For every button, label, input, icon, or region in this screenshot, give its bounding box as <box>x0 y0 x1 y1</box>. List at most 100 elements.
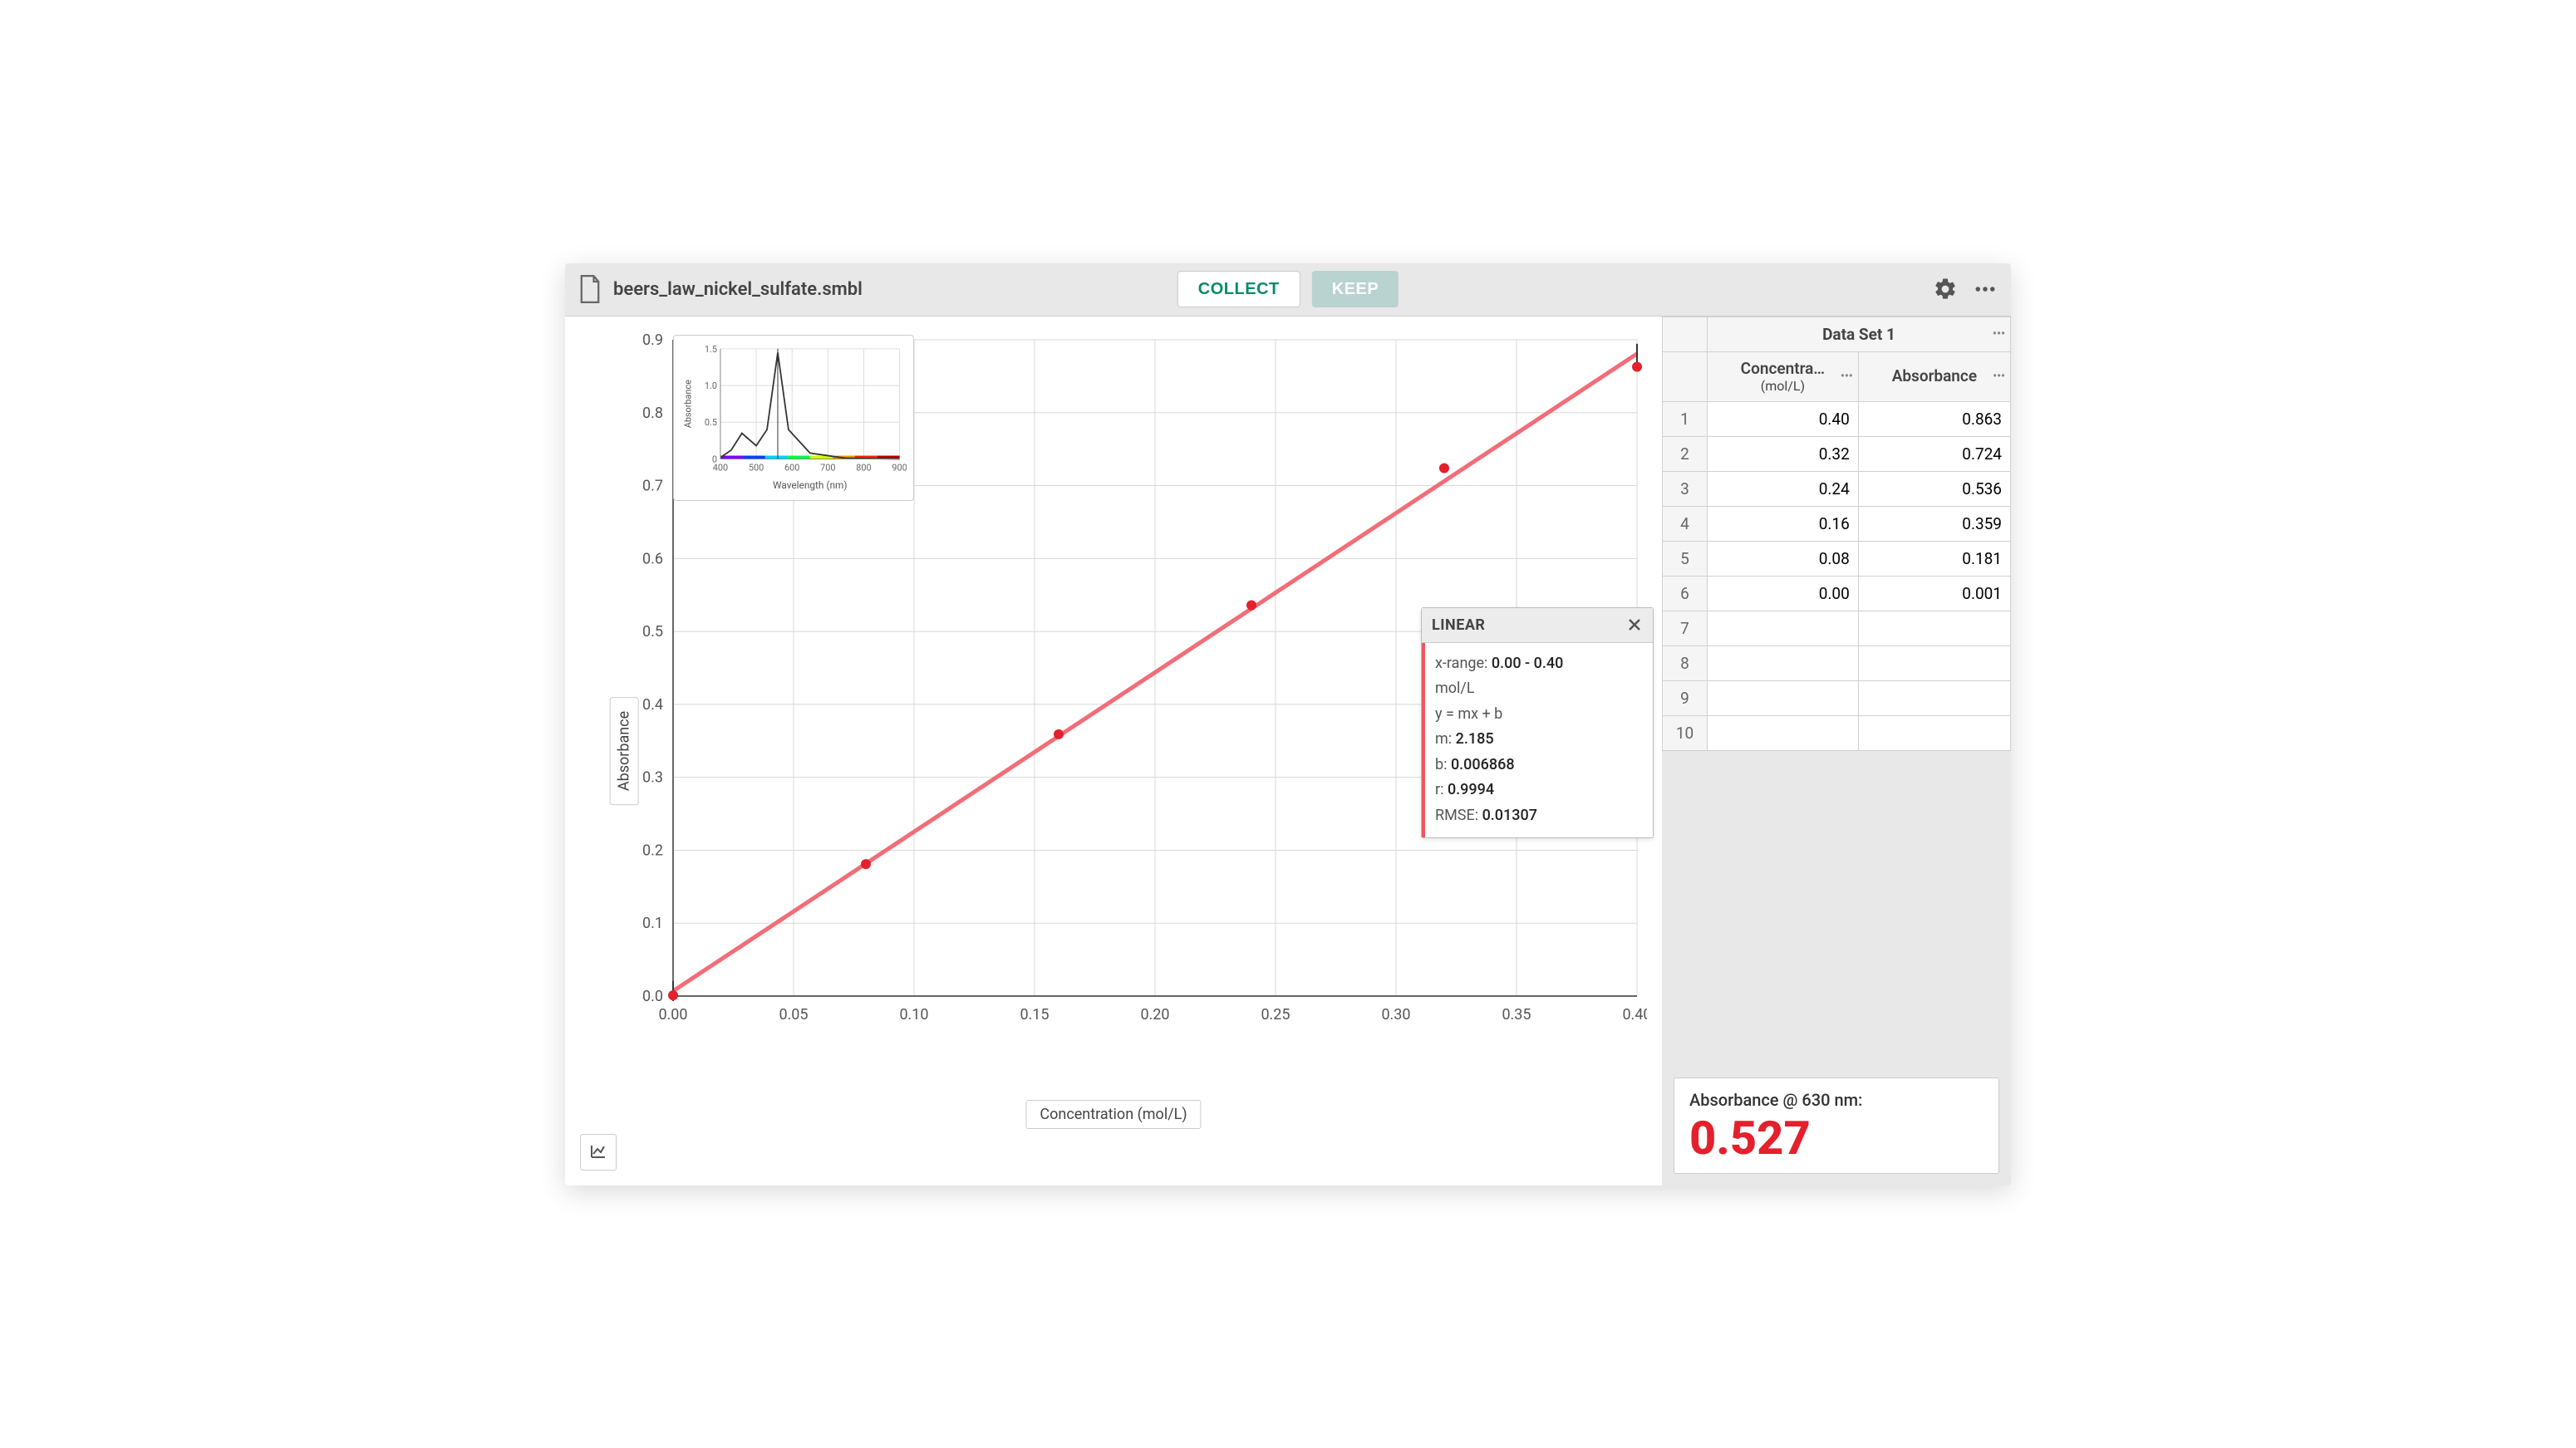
cell-concentration[interactable] <box>1708 681 1859 716</box>
fit-m-value: 2.185 <box>1456 730 1494 748</box>
more-menu-icon[interactable] <box>1973 277 1998 302</box>
svg-text:0.05: 0.05 <box>779 1006 808 1023</box>
meter-label: Absorbance @ 630 nm: <box>1689 1090 1984 1110</box>
dataset-title: Data Set 1 <box>1822 325 1895 344</box>
col2-menu-icon[interactable]: ••• <box>1993 370 2005 383</box>
cell-concentration[interactable] <box>1708 611 1859 646</box>
row-number: 2 <box>1663 437 1708 472</box>
cell-concentration[interactable] <box>1708 646 1859 681</box>
fit-rmse-label: RMSE: <box>1435 807 1478 824</box>
center-buttons: COLLECT KEEP <box>1177 271 1399 307</box>
graph-body: 0.00.10.20.30.40.50.60.70.80.90.000.050.… <box>565 317 1662 1185</box>
file-icon[interactable] <box>578 275 602 303</box>
app-window: beers_law_nickel_sulfate.smbl COLLECT KE… <box>565 263 2011 1185</box>
row-number: 1 <box>1663 402 1708 437</box>
svg-text:0.4: 0.4 <box>642 695 663 713</box>
svg-text:700: 700 <box>820 462 835 473</box>
fit-r-label: r: <box>1435 781 1443 798</box>
fit-body: x-range: 0.00 - 0.40 mol/L y = mx + b m:… <box>1422 643 1653 837</box>
titlebar: beers_law_nickel_sulfate.smbl COLLECT KE… <box>565 263 2011 317</box>
svg-text:600: 600 <box>784 462 799 473</box>
data-table-wrap: Data Set 1 ••• Concentra… (mol/L) <box>1662 317 2011 752</box>
svg-text:0.20: 0.20 <box>1140 1006 1169 1023</box>
header-right-icons <box>1933 277 1998 302</box>
fit-m-label: m: <box>1435 730 1452 748</box>
col1-header-unit: (mol/L) <box>1761 378 1805 394</box>
filename: beers_law_nickel_sulfate.smbl <box>613 279 863 300</box>
meter-value: 0.527 <box>1689 1113 1984 1165</box>
col1-header[interactable]: Concentra… (mol/L) ••• <box>1708 351 1859 402</box>
col2-header[interactable]: Absorbance ••• <box>1858 351 2010 402</box>
cell-absorbance[interactable]: 0.181 <box>1858 542 2010 577</box>
inset-spectrum-panel[interactable]: 00.51.01.5400500600700800900Wavelength (… <box>673 335 914 501</box>
y-axis-label[interactable]: Absorbance <box>610 696 639 804</box>
svg-text:800: 800 <box>856 462 871 473</box>
cell-absorbance[interactable]: 0.359 <box>1858 507 2010 542</box>
svg-text:Wavelength (nm): Wavelength (nm) <box>773 479 848 491</box>
graph-options-button[interactable] <box>580 1134 617 1171</box>
collect-button[interactable]: COLLECT <box>1177 271 1300 307</box>
svg-text:0.5: 0.5 <box>705 417 717 428</box>
cell-absorbance[interactable]: 0.724 <box>1858 437 2010 472</box>
settings-icon[interactable] <box>1933 277 1958 302</box>
dataset-title-header[interactable]: Data Set 1 ••• <box>1708 317 2011 351</box>
table-row[interactable]: 40.160.359 <box>1663 507 2011 542</box>
svg-text:900: 900 <box>892 462 907 473</box>
meter-box[interactable]: Absorbance @ 630 nm: 0.527 <box>1674 1077 1999 1174</box>
fit-xrange-label: x-range: <box>1435 655 1487 672</box>
svg-text:1.5: 1.5 <box>705 343 717 354</box>
col2-header-text: Absorbance <box>1892 367 1977 386</box>
fit-equation: y = mx + b <box>1435 705 1502 723</box>
cell-absorbance[interactable] <box>1858 646 2010 681</box>
table-row[interactable]: 7 <box>1663 611 2011 646</box>
svg-text:0.2: 0.2 <box>642 842 663 859</box>
table-row[interactable]: 10 <box>1663 716 2011 751</box>
cell-absorbance[interactable] <box>1858 681 2010 716</box>
close-icon[interactable] <box>1626 616 1643 633</box>
svg-text:0.40: 0.40 <box>1622 1006 1647 1023</box>
cell-absorbance[interactable] <box>1858 611 2010 646</box>
col1-menu-icon[interactable]: ••• <box>1841 370 1853 383</box>
cell-absorbance[interactable]: 0.863 <box>1858 402 2010 437</box>
svg-text:0.10: 0.10 <box>899 1006 928 1023</box>
row-number: 7 <box>1663 611 1708 646</box>
fit-r-value: 0.9994 <box>1448 781 1494 798</box>
cell-concentration[interactable]: 0.00 <box>1708 577 1859 611</box>
cell-concentration[interactable] <box>1708 716 1859 751</box>
table-row[interactable]: 30.240.536 <box>1663 472 2011 507</box>
linear-fit-panel[interactable]: LINEAR x-range: 0.00 - 0.40 mol/L y = mx… <box>1421 607 1654 838</box>
row-number: 10 <box>1663 716 1708 751</box>
row-number: 9 <box>1663 681 1708 716</box>
table-row[interactable]: 20.320.724 <box>1663 437 2011 472</box>
svg-text:0.35: 0.35 <box>1502 1006 1531 1023</box>
cell-concentration[interactable]: 0.08 <box>1708 542 1859 577</box>
inset-graph: 00.51.01.5400500600700800900Wavelength (… <box>681 342 907 493</box>
data-table: Data Set 1 ••• Concentra… (mol/L) <box>1662 317 2011 752</box>
cell-absorbance[interactable]: 0.001 <box>1858 577 2010 611</box>
table-row[interactable]: 50.080.181 <box>1663 542 2011 577</box>
cell-concentration[interactable]: 0.40 <box>1708 402 1859 437</box>
cell-concentration[interactable]: 0.16 <box>1708 507 1859 542</box>
row-number: 3 <box>1663 472 1708 507</box>
table-row[interactable]: 60.000.001 <box>1663 577 2011 611</box>
row-number: 4 <box>1663 507 1708 542</box>
svg-text:0.3: 0.3 <box>642 768 663 786</box>
dataset-menu-icon[interactable]: ••• <box>1993 327 2005 341</box>
cell-absorbance[interactable]: 0.536 <box>1858 472 2010 507</box>
cell-concentration[interactable]: 0.24 <box>1708 472 1859 507</box>
fit-b-value: 0.006868 <box>1451 756 1515 773</box>
fit-b-label: b: <box>1435 756 1447 773</box>
keep-button[interactable]: KEEP <box>1312 271 1399 307</box>
fit-xrange-unit: mol/L <box>1435 680 1475 697</box>
fit-rmse-value: 0.01307 <box>1482 807 1537 824</box>
svg-text:Absorbance: Absorbance <box>682 379 693 427</box>
table-row[interactable]: 9 <box>1663 681 2011 716</box>
table-row[interactable]: 10.400.863 <box>1663 402 2011 437</box>
graph-pane: 0.00.10.20.30.40.50.60.70.80.90.000.050.… <box>565 317 1662 1185</box>
cell-absorbance[interactable] <box>1858 716 2010 751</box>
cell-concentration[interactable]: 0.32 <box>1708 437 1859 472</box>
fit-panel-header[interactable]: LINEAR <box>1422 608 1653 643</box>
x-axis-label[interactable]: Concentration (mol/L) <box>1025 1100 1201 1129</box>
svg-text:0.0: 0.0 <box>642 988 663 1005</box>
table-row[interactable]: 8 <box>1663 646 2011 681</box>
